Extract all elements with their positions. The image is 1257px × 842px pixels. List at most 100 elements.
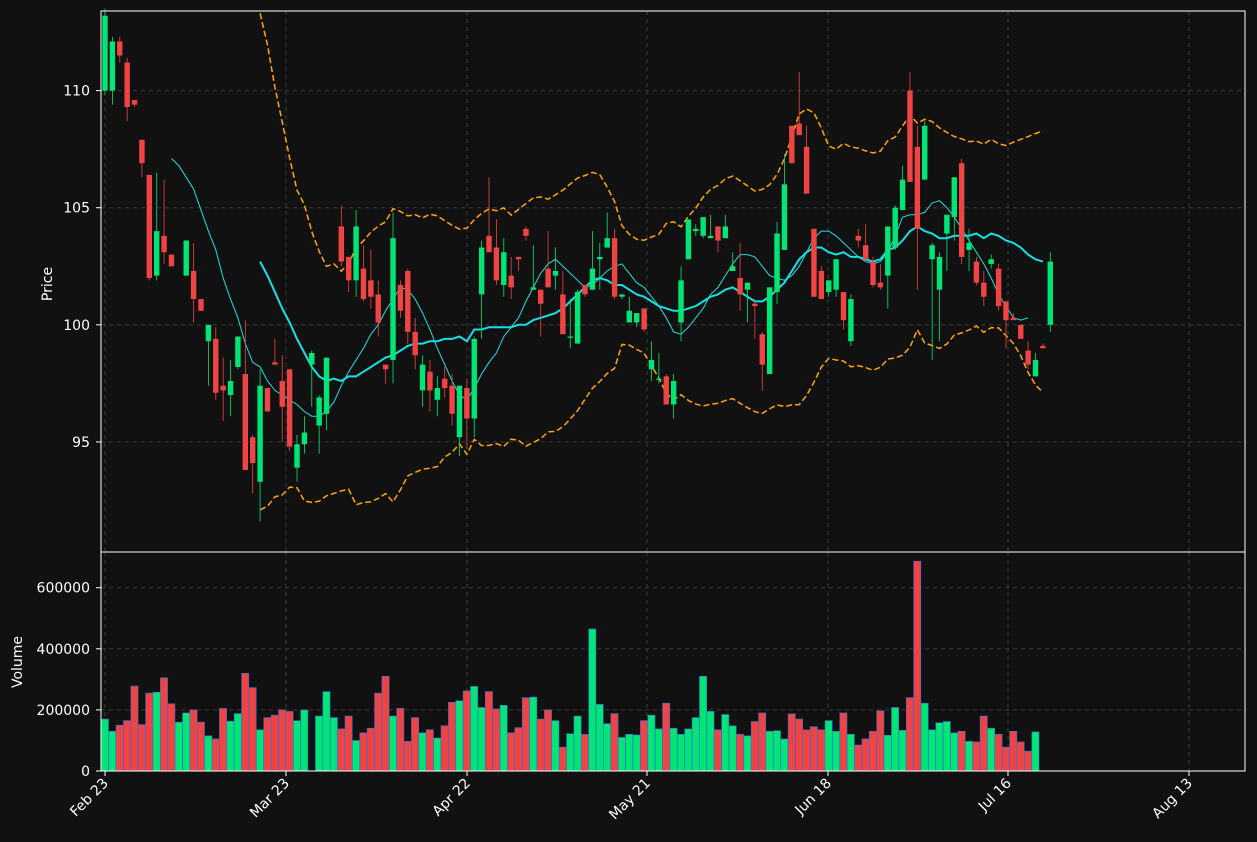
candle-up — [929, 245, 935, 260]
price-tick-label: 110 — [63, 84, 90, 100]
candle-down — [124, 62, 130, 108]
volume-bar-up — [470, 686, 479, 772]
candle-down — [442, 378, 448, 389]
volume-bar-down — [802, 729, 811, 772]
candle-down — [1010, 317, 1017, 321]
volume-bar-down — [558, 746, 567, 772]
volume-bar-up — [677, 734, 685, 772]
price-tick-label: 95 — [72, 435, 90, 451]
volume-bar-up — [322, 691, 331, 772]
candle-up — [634, 313, 640, 323]
volume-bar-down — [425, 729, 434, 772]
candle-down — [213, 338, 219, 393]
volume-bar-up — [721, 714, 730, 772]
candle-up — [309, 352, 315, 365]
candle-up — [988, 259, 994, 264]
candle-up — [648, 359, 655, 370]
volume-bar-down — [485, 691, 493, 772]
volume-bar-down — [381, 676, 390, 772]
candle-down — [508, 275, 514, 288]
volume-bar-up — [477, 707, 486, 772]
volume-bar-up — [920, 702, 929, 772]
volume-bar-up — [389, 715, 397, 772]
volume-bar-up — [654, 728, 663, 772]
candle-down — [789, 125, 795, 164]
volume-bar-down — [972, 741, 981, 772]
volume-bar-up — [728, 725, 737, 772]
candle-down — [981, 282, 987, 297]
volume-bar-down — [492, 708, 501, 772]
volume-bar-down — [219, 708, 227, 772]
candle-up — [294, 444, 300, 468]
volume-bar-up — [174, 721, 183, 772]
volume-bar-down — [137, 724, 146, 772]
volume-axis-title: Volume — [10, 636, 26, 688]
candle-down — [663, 376, 669, 405]
volume-bar-up — [108, 730, 117, 772]
candle-down — [515, 256, 522, 260]
volume-bar-up — [595, 704, 604, 772]
volume-bar-down — [130, 685, 139, 772]
volume-bar-up — [603, 723, 611, 772]
candle-down — [811, 228, 817, 297]
volume-bar-up — [669, 727, 678, 772]
candle-down — [752, 303, 758, 307]
volume-bar-down — [640, 720, 648, 772]
volume-bar-down — [1009, 730, 1018, 772]
volume-bar-up — [293, 720, 301, 772]
volume-bar-down — [197, 721, 205, 772]
candle-up — [530, 287, 537, 290]
volume-bar-up — [942, 721, 951, 772]
volume-bar-down — [795, 718, 803, 772]
volume-bar-down — [913, 560, 922, 772]
volume-bar-down — [278, 709, 287, 772]
volume-bar-up — [632, 734, 641, 772]
volume-bar-down — [123, 720, 131, 772]
candle-down — [220, 385, 226, 391]
volume-bar-down — [809, 726, 818, 772]
volume-bar-down — [581, 734, 589, 772]
candle-up — [419, 364, 426, 391]
volume-bar-down — [167, 703, 176, 772]
volume-bar-down — [1001, 746, 1010, 772]
candle-down — [242, 374, 249, 471]
candle-up — [656, 378, 662, 380]
volume-bar-up — [625, 734, 634, 772]
volume-bar-up — [433, 737, 442, 772]
volume-bar-down — [758, 712, 767, 772]
volume-bar-up — [647, 714, 656, 772]
volume-bar-down — [662, 702, 671, 772]
candle-up — [353, 226, 359, 281]
candle-down — [397, 285, 404, 311]
volume-bar-up — [300, 709, 309, 772]
volume-bar-up — [832, 730, 840, 772]
volume-bar-down — [514, 727, 523, 772]
volume-bar-down — [337, 728, 346, 772]
volume-bar-down — [1024, 750, 1032, 772]
volume-bar-up — [706, 711, 715, 772]
volume-bar-up — [780, 738, 789, 772]
volume-bar-up — [699, 676, 707, 772]
candle-down — [1025, 350, 1031, 365]
candle-up — [885, 226, 891, 276]
candle-up — [707, 235, 714, 239]
volume-bar-up — [152, 691, 161, 772]
candle-up — [102, 15, 108, 91]
candle-up — [892, 207, 898, 248]
candle-up — [693, 228, 699, 232]
candle-down — [190, 270, 197, 300]
candle-up — [1047, 261, 1053, 325]
candle-down — [611, 238, 618, 297]
candle-up — [153, 231, 160, 276]
volume-bar-down — [957, 730, 966, 772]
volume-bar-down — [817, 729, 826, 772]
candle-down — [862, 245, 869, 260]
volume-bar-down — [462, 690, 471, 772]
volume-bar-up — [551, 720, 560, 772]
volume-bar-down — [211, 738, 220, 772]
volume-tick-label: 200000 — [37, 703, 90, 719]
volume-bar-up — [691, 717, 700, 772]
candle-down — [286, 369, 293, 447]
volume-bar-down — [270, 714, 279, 772]
